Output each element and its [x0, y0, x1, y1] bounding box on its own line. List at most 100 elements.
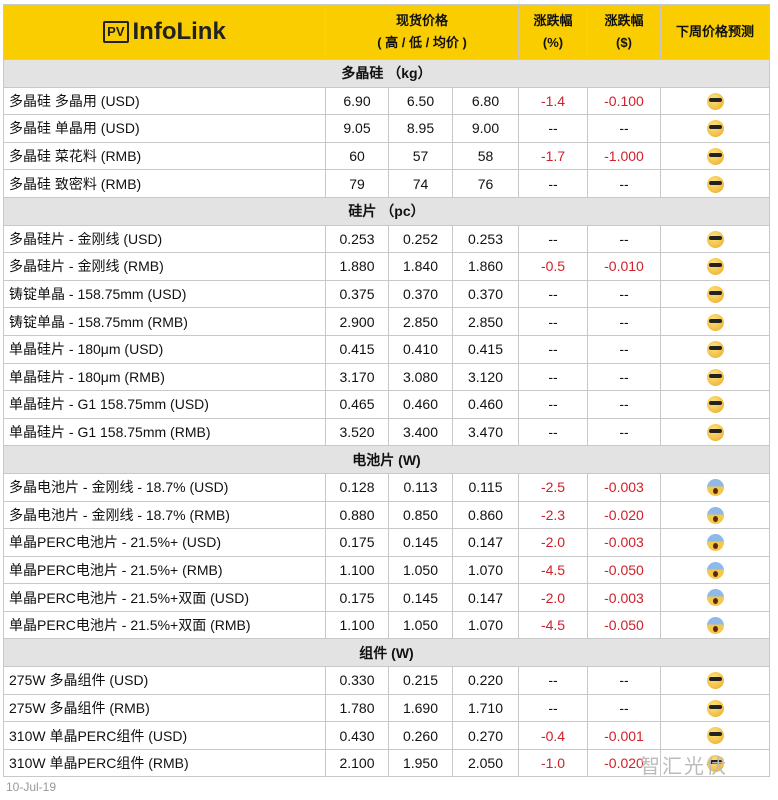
- price-high: 1.100: [325, 555, 389, 585]
- price-low: 1.950: [388, 748, 453, 778]
- section-row: 硅片 （pc）: [3, 196, 770, 226]
- table-row: 多晶硅 单晶用 (USD) 9.05 8.95 9.00 -- --: [3, 114, 770, 143]
- price-low: 0.215: [388, 666, 453, 695]
- product-name: 铸锭单晶 - 158.75mm (RMB): [3, 307, 326, 336]
- spot-price-header: 现货价格( 高 / 低 / 均价 ): [325, 4, 519, 60]
- forecast-cell: [660, 610, 770, 640]
- sunglasses-face-icon: [706, 285, 724, 303]
- price-low: 0.370: [388, 279, 453, 309]
- usd-change: --: [587, 307, 661, 336]
- price-table: PV InfoLink 现货价格( 高 / 低 / 均价 ) 涨跌幅 (%) 涨跌幅…: [3, 4, 770, 778]
- logo: PV InfoLink: [3, 4, 326, 60]
- sunglasses-face-icon: [706, 727, 724, 745]
- price-high: 1.780: [325, 693, 389, 723]
- price-avg: 0.147: [452, 583, 519, 612]
- product-name: 275W 多晶组件 (RMB): [3, 693, 326, 723]
- product-name: 单晶PERC电池片 - 21.5%+双面 (RMB): [3, 610, 326, 640]
- forecast-cell: [660, 86, 770, 116]
- pct-change: -2.0: [518, 583, 588, 612]
- price-avg: 1.710: [452, 693, 519, 723]
- pct-change: -1.4: [518, 86, 588, 116]
- sunglasses-face-icon: [706, 396, 724, 414]
- price-low: 0.145: [388, 528, 453, 557]
- price-high: 3.520: [325, 417, 389, 447]
- price-high: 0.430: [325, 721, 389, 750]
- usd-change: -0.020: [587, 500, 661, 530]
- price-high: 0.880: [325, 500, 389, 530]
- pct-change: --: [518, 390, 588, 419]
- price-high: 0.330: [325, 666, 389, 695]
- table-row: 单晶硅片 - G1 158.75mm (USD) 0.465 0.460 0.460-…: [3, 390, 770, 419]
- forecast-cell: [660, 583, 770, 612]
- price-low: 1.050: [388, 610, 453, 640]
- product-name: 多晶电池片 - 金刚线 - 18.7% (RMB): [3, 500, 326, 530]
- section-title: 多晶硅 （kg）: [3, 59, 770, 88]
- table-row: 多晶电池片 - 金刚线 - 18.7% (RMB) 0.880 0.850 0.860…: [3, 500, 770, 530]
- usd-change: --: [587, 390, 661, 419]
- price-avg: 2.050: [452, 748, 519, 778]
- price-avg: 2.850: [452, 307, 519, 336]
- logo-text: InfoLink: [132, 18, 226, 45]
- pct-change: --: [518, 417, 588, 447]
- price-low: 0.145: [388, 583, 453, 612]
- sunglasses-face-icon: [706, 313, 724, 331]
- usd-change: -0.010: [587, 252, 661, 281]
- price-low: 0.850: [388, 500, 453, 530]
- table-row: 275W 多晶组件 (USD) 0.330 0.215 0.220 -- --: [3, 666, 770, 695]
- sunglasses-face-icon: [706, 672, 724, 690]
- price-avg: 0.415: [452, 334, 519, 364]
- forecast-cell: [660, 307, 770, 336]
- forecast-cell: [660, 252, 770, 281]
- table-row: 铸锭单晶 - 158.75mm (RMB) 2.900 2.850 2.850 -- --: [3, 307, 770, 336]
- usd-change: --: [587, 362, 661, 392]
- pct-change: -0.5: [518, 252, 588, 281]
- price-avg: 58: [452, 141, 519, 171]
- forecast-cell: [660, 390, 770, 419]
- price-avg: 0.220: [452, 666, 519, 695]
- usd-change: -1.000: [587, 141, 661, 171]
- price-low: 2.850: [388, 307, 453, 336]
- sunglasses-face-icon: [706, 699, 724, 717]
- forecast-cell: [660, 666, 770, 695]
- sunglasses-face-icon: [706, 423, 724, 441]
- pct-change: -4.5: [518, 555, 588, 585]
- forecast-cell: [660, 334, 770, 364]
- sunglasses-face-icon: [706, 368, 724, 386]
- section-row: 组件 (W): [3, 638, 770, 668]
- price-low: 0.252: [388, 224, 453, 254]
- table-row: 单晶PERC电池片 - 21.5%+双面 (RMB) 1.100 1.050 1.07…: [3, 610, 770, 640]
- section-title: 电池片 (W): [3, 445, 770, 474]
- product-name: 单晶硅片 - G1 158.75mm (RMB): [3, 417, 326, 447]
- product-name: 275W 多晶组件 (USD): [3, 666, 326, 695]
- section-title: 硅片 （pc）: [3, 196, 770, 226]
- sunglasses-face-icon: [706, 341, 724, 359]
- table-row: 多晶硅 多晶用 (USD) 6.90 6.50 6.80 -1.4 -0.100: [3, 86, 770, 116]
- pct-change: --: [518, 224, 588, 254]
- forecast-header: 下周价格预测: [660, 4, 770, 60]
- section-row: 电池片 (W): [3, 445, 770, 474]
- forecast-cell: [660, 279, 770, 309]
- forecast-cell: [660, 555, 770, 585]
- section-row: 多晶硅 （kg）: [3, 59, 770, 88]
- table-row: 铸锭单晶 - 158.75mm (USD) 0.375 0.370 0.370 -- --: [3, 279, 770, 309]
- product-name: 多晶电池片 - 金刚线 - 18.7% (USD): [3, 472, 326, 502]
- price-avg: 76: [452, 169, 519, 198]
- screaming-face-icon: [706, 561, 724, 579]
- price-high: 1.100: [325, 610, 389, 640]
- forecast-cell: [660, 500, 770, 530]
- price-avg: 0.270: [452, 721, 519, 750]
- usd-change-header: 涨跌幅 ($): [587, 4, 661, 60]
- table-row: 单晶硅片 - 180μm (USD) 0.415 0.410 0.415 -- --: [3, 334, 770, 364]
- pct-change: -1.0: [518, 748, 588, 778]
- price-low: 8.95: [388, 114, 453, 143]
- price-low: 1.690: [388, 693, 453, 723]
- usd-change: --: [587, 666, 661, 695]
- table-row: 275W 多晶组件 (RMB) 1.780 1.690 1.710 -- --: [3, 693, 770, 723]
- pct-change: --: [518, 693, 588, 723]
- product-name: 单晶硅片 - 180μm (USD): [3, 334, 326, 364]
- price-low: 1.840: [388, 252, 453, 281]
- pct-change: --: [518, 362, 588, 392]
- pct-change: -2.0: [518, 528, 588, 557]
- sunglasses-face-icon: [706, 92, 724, 110]
- forecast-cell: [660, 748, 770, 778]
